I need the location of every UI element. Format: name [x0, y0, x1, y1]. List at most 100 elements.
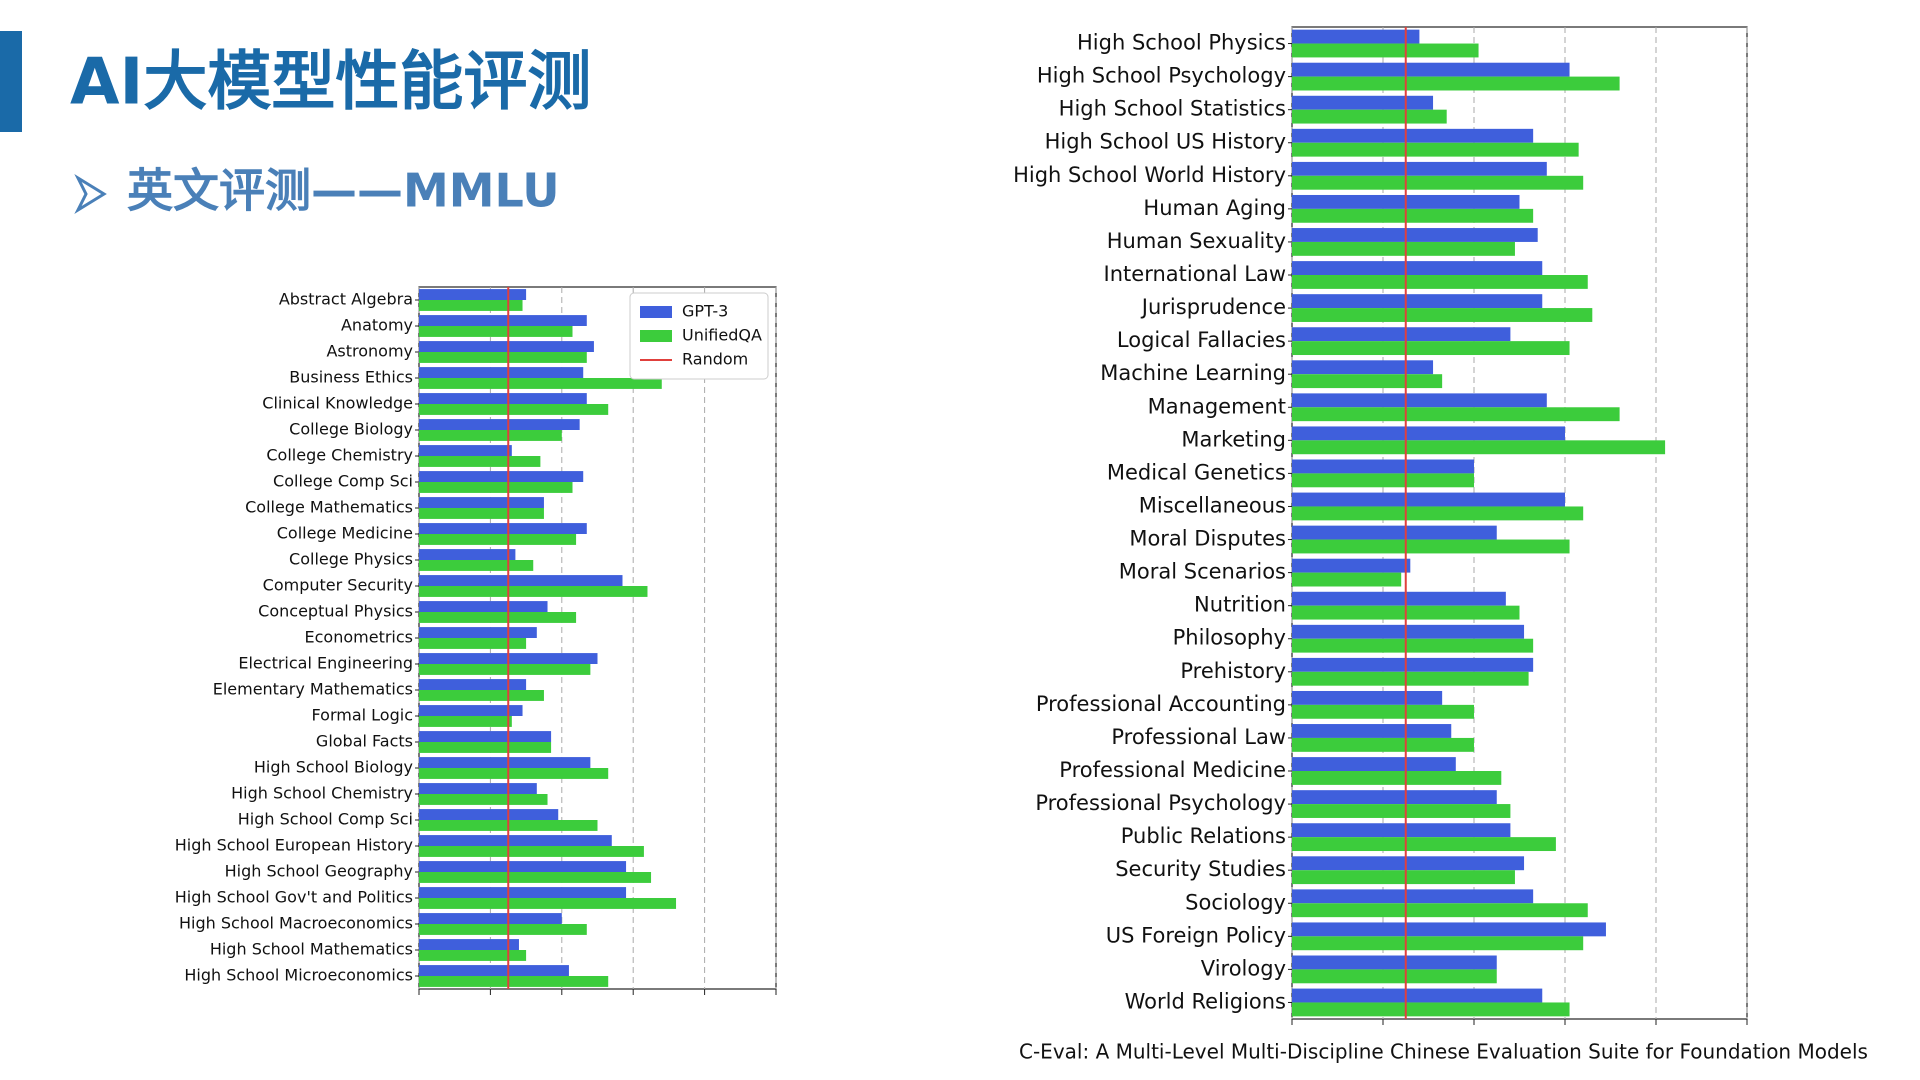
y-tick-label: Moral Disputes	[1129, 527, 1286, 551]
bar	[419, 627, 537, 638]
bar	[1292, 393, 1547, 408]
bar	[419, 497, 544, 508]
bar	[1292, 208, 1534, 223]
y-tick-label: US Foreign Policy	[1106, 923, 1286, 947]
bar	[419, 861, 627, 872]
y-tick-label: Virology	[1201, 956, 1286, 980]
y-tick-label: Human Aging	[1143, 196, 1286, 220]
slide-title: AI大模型性能评测	[70, 46, 591, 120]
bar	[419, 575, 623, 586]
y-tick-label: Formal Logic	[312, 706, 413, 725]
bar	[1292, 657, 1534, 672]
bar	[419, 300, 523, 311]
y-tick-label: Professional Medicine	[1059, 758, 1286, 782]
bar	[419, 471, 584, 482]
y-tick-label: Sociology	[1185, 890, 1286, 914]
y-tick-label: High School Biology	[254, 758, 413, 777]
y-tick-label: High School Microeconomics	[184, 966, 413, 985]
bar	[419, 809, 559, 820]
bar	[1292, 473, 1474, 488]
bar	[419, 716, 512, 727]
bar	[1292, 704, 1474, 719]
y-tick-label: Econometrics	[305, 628, 413, 647]
bar	[419, 430, 562, 441]
y-tick-label: Marketing	[1181, 427, 1286, 451]
bar	[1292, 624, 1525, 639]
legend-swatch	[640, 330, 672, 342]
bar	[1292, 492, 1565, 507]
y-tick-label: College Physics	[289, 550, 413, 569]
bar	[1292, 969, 1497, 984]
y-tick-label: High School European History	[175, 836, 413, 855]
y-tick-label: Elementary Mathematics	[213, 680, 413, 699]
bar	[1292, 525, 1497, 540]
bar	[419, 419, 580, 430]
bar	[419, 965, 569, 976]
bar	[419, 950, 527, 961]
y-tick-label: Medical Genetics	[1107, 460, 1286, 484]
bar	[419, 872, 652, 883]
legend-label: UnifiedQA	[682, 326, 762, 345]
bar	[419, 549, 516, 560]
y-tick-label: Nutrition	[1194, 593, 1286, 617]
y-tick-label: Machine Learning	[1100, 361, 1286, 385]
y-tick-label: High School Psychology	[1037, 64, 1286, 88]
bar	[1292, 341, 1570, 356]
bar	[1292, 161, 1547, 176]
y-tick-label: Miscellaneous	[1139, 493, 1286, 517]
bar	[1292, 558, 1411, 573]
y-tick-label: Electrical Engineering	[238, 654, 413, 673]
bar	[419, 757, 591, 768]
y-tick-label: Jurisprudence	[1140, 295, 1286, 319]
legend-label: GPT-3	[682, 302, 728, 321]
y-tick-label: College Biology	[289, 420, 413, 439]
bar	[1292, 823, 1511, 838]
y-tick-label: Management	[1148, 394, 1286, 418]
bar	[419, 835, 612, 846]
bar	[1292, 175, 1584, 190]
bar	[1292, 638, 1534, 653]
bar	[1292, 62, 1570, 77]
bar	[1292, 572, 1402, 587]
y-tick-label: Professional Law	[1111, 725, 1286, 749]
bar	[419, 846, 644, 857]
bar	[1292, 76, 1620, 91]
y-tick-label: High School World History	[1013, 163, 1286, 187]
y-tick-label: International Law	[1104, 262, 1286, 286]
y-tick-label: Public Relations	[1121, 824, 1286, 848]
bar	[1292, 228, 1538, 242]
y-tick-label: Anatomy	[341, 316, 413, 335]
bar	[1292, 856, 1525, 871]
y-tick-label: College Mathematics	[245, 498, 413, 517]
y-tick-label: World Religions	[1125, 989, 1286, 1013]
bar	[419, 939, 519, 950]
y-tick-label: Clinical Knowledge	[262, 394, 413, 413]
bar	[419, 289, 527, 300]
y-tick-label: College Chemistry	[266, 446, 413, 465]
bar	[419, 404, 609, 415]
bar	[419, 341, 594, 352]
y-tick-label: Philosophy	[1173, 626, 1286, 650]
bar	[1292, 771, 1502, 785]
y-tick-label: High School Statistics	[1059, 97, 1286, 121]
y-tick-label: High School Macroeconomics	[179, 914, 413, 933]
bar	[1292, 327, 1511, 342]
bar	[419, 456, 541, 467]
y-tick-label: Moral Scenarios	[1119, 560, 1286, 584]
y-tick-label: Prehistory	[1180, 659, 1286, 683]
bar	[419, 783, 537, 794]
bar	[419, 523, 587, 534]
y-tick-label: College Comp Sci	[273, 472, 413, 491]
bar	[419, 924, 587, 935]
y-tick-label: Professional Psychology	[1035, 791, 1286, 815]
bar	[1292, 426, 1565, 441]
bar	[1292, 95, 1434, 110]
bar	[1292, 870, 1515, 885]
bar	[1292, 922, 1606, 937]
bar	[1292, 241, 1515, 256]
bar	[1292, 275, 1588, 289]
bar	[1292, 889, 1534, 904]
bar	[1292, 440, 1666, 455]
y-tick-label: High School Gov't and Politics	[175, 888, 413, 907]
